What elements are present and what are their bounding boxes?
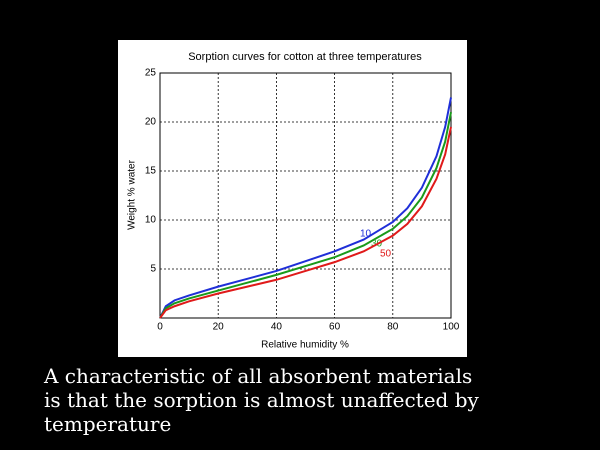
series-line bbox=[159, 126, 452, 319]
series-label: 10 bbox=[360, 229, 372, 240]
y-tick-label: 15 bbox=[145, 166, 157, 177]
x-tick-label: 80 bbox=[387, 322, 399, 333]
chart-title: Sorption curves for cotton at three temp… bbox=[188, 51, 422, 63]
y-tick-label: 20 bbox=[145, 117, 157, 128]
x-tick-label: 60 bbox=[329, 322, 341, 333]
x-axis-label: Relative humidity % bbox=[261, 340, 349, 351]
series-line bbox=[159, 112, 452, 319]
y-axis-label: Weight % water bbox=[127, 159, 138, 230]
y-tick-label: 25 bbox=[145, 68, 157, 79]
x-tick-label: 0 bbox=[157, 322, 163, 333]
caption-line: A characteristic of all absorbent materi… bbox=[44, 364, 473, 388]
caption: A characteristic of all absorbent materi… bbox=[44, 364, 479, 436]
caption-line: temperature bbox=[44, 412, 172, 436]
x-tick-label: 40 bbox=[271, 322, 283, 333]
x-tick-label: 20 bbox=[213, 322, 225, 333]
y-tick-label: 5 bbox=[150, 264, 156, 275]
series-line bbox=[159, 97, 452, 319]
caption-line: is that the sorption is almost unaffecte… bbox=[44, 388, 479, 412]
y-tick-label: 10 bbox=[145, 215, 157, 226]
x-tick-label: 100 bbox=[443, 322, 460, 333]
series-label: 50 bbox=[380, 249, 392, 260]
chart-background bbox=[118, 40, 467, 357]
